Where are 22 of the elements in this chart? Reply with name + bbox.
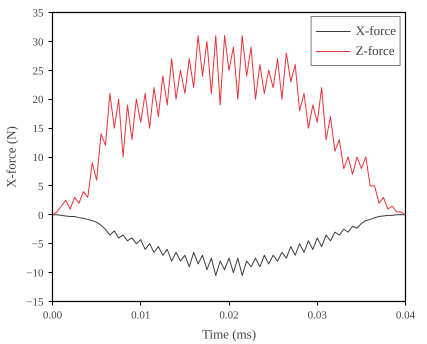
y-tick-label: 25 (32, 65, 44, 78)
x-tick-label: 0.00 (42, 310, 63, 322)
y-tick-label: 20 (32, 94, 44, 106)
line-series (52, 214, 406, 276)
x-tick-label: 0.03 (308, 310, 328, 322)
y-tick-label: −5 (32, 238, 44, 251)
y-tick-label: 10 (32, 152, 44, 164)
legend-label: Z-force (356, 43, 395, 59)
y-axis-title: X-force (N) (3, 126, 18, 188)
line-series (52, 35, 406, 216)
y-tick-label: 30 (32, 36, 44, 48)
y-tick-label: −15 (26, 296, 44, 308)
y-tick-label: 0 (38, 210, 44, 222)
x-tick-label: 0.02 (219, 310, 239, 322)
y-tick-label: −10 (26, 268, 44, 280)
y-tick-label: 15 (32, 123, 44, 136)
y-tick-label: 35 (32, 8, 44, 20)
x-tick-label: 0.01 (131, 310, 150, 322)
legend-label: X-force (356, 23, 396, 39)
x-axis-title: Time (ms) (202, 326, 256, 342)
y-tick-label: 5 (38, 180, 44, 193)
x-tick-label: 0.04 (396, 310, 416, 322)
